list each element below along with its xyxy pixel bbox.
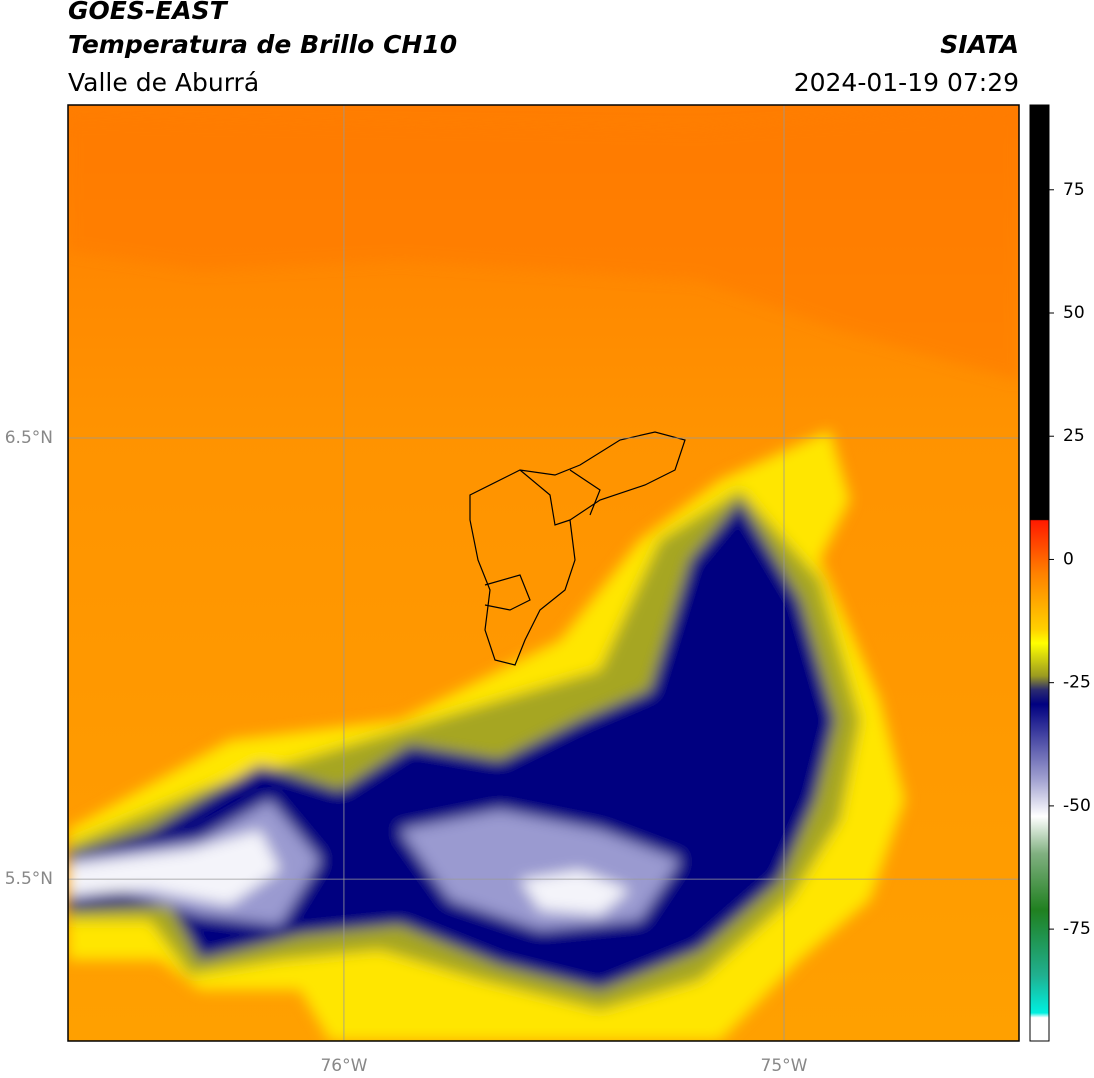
region: Valle de Aburrá (68, 68, 259, 97)
subtitle: Temperatura de Brillo CH10 (68, 30, 457, 59)
colorbar-label: 75 (1063, 180, 1085, 200)
colorbar (1029, 104, 1050, 1042)
imagery (68, 105, 1019, 1041)
datetime: 2024-01-19 07:29 (794, 68, 1019, 97)
colorbar-label: 0 (1063, 549, 1074, 569)
title: GOES-EAST (68, 0, 229, 25)
colorbar-label: -50 (1063, 796, 1091, 816)
source: SIATA (940, 30, 1019, 59)
lat-label: 6.5°N (5, 428, 53, 448)
lon-label: 76°W (320, 1056, 367, 1076)
colorbar-label: -75 (1063, 919, 1091, 939)
map-frame (67, 104, 1020, 1042)
colorbar-label: 25 (1063, 426, 1085, 446)
lon-label: 75°W (761, 1056, 808, 1076)
colorbar-label: 50 (1063, 303, 1085, 323)
lat-label: 5.5°N (5, 869, 53, 889)
colorbar-label: -25 (1063, 673, 1091, 693)
